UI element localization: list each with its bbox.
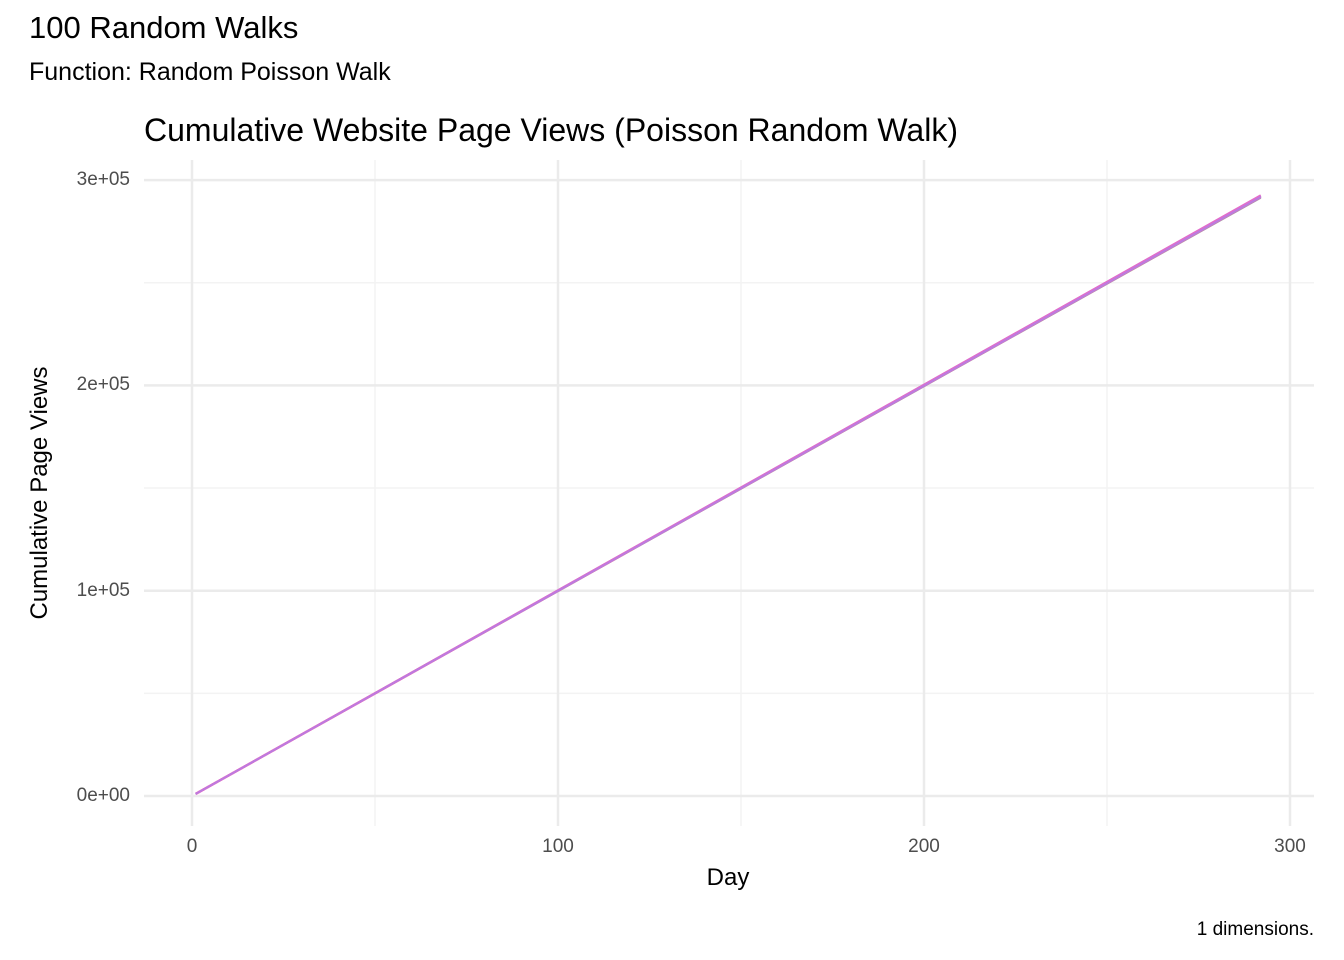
y-tick-label: 2e+05: [76, 374, 130, 395]
figure-subtitle: Function: Random Poisson Walk: [29, 58, 391, 86]
random-walk-line: [195, 196, 1262, 795]
caption: 1 dimensions.: [1196, 919, 1314, 940]
y-tick-label: 0e+00: [76, 785, 130, 806]
y-tick-label: 1e+05: [76, 580, 130, 601]
x-tick-label: 100: [542, 836, 574, 857]
x-tick-label: 0: [186, 836, 198, 857]
x-axis-label: Day: [706, 864, 750, 891]
x-tick-label: 300: [1274, 836, 1306, 857]
plot-title: Cumulative Website Page Views (Poisson R…: [144, 112, 958, 148]
figure-title: 100 Random Walks: [29, 10, 299, 45]
y-axis-label: Cumulative Page Views: [26, 366, 53, 620]
x-tick-label: 200: [908, 836, 940, 857]
y-tick-label: 3e+05: [76, 169, 130, 190]
